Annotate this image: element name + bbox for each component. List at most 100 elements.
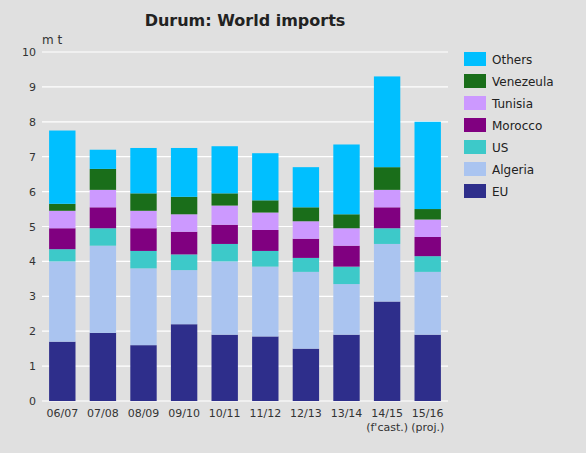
bar-segment [374, 76, 400, 167]
bar-segment [252, 200, 278, 212]
x-tick-label-line: 12/13 [290, 407, 322, 420]
bar-segment [374, 167, 400, 190]
x-tick-label-line: 06/07 [46, 407, 78, 420]
x-tick-label-line: 10/11 [209, 407, 241, 420]
x-tick-label-line: (f'cast.) [366, 421, 408, 434]
bar-segment [130, 211, 156, 228]
x-tick-label-line: 13/14 [331, 407, 363, 420]
bar-segment [374, 190, 400, 207]
bar-segment [333, 228, 359, 245]
bar-segment [212, 244, 238, 261]
legend-label: Others [492, 53, 532, 67]
legend-swatch [464, 74, 486, 88]
legend-label: US [492, 141, 508, 155]
x-tick-label-line: (proj.) [411, 421, 444, 434]
bar-segment [171, 254, 197, 270]
bar-segment [49, 342, 75, 401]
bar-segment [212, 193, 238, 205]
x-tick-label-line: 14/15 [371, 407, 403, 420]
legend-label: Venezeula [492, 75, 554, 89]
bar-segment [333, 144, 359, 214]
bar-segment [333, 335, 359, 401]
bar-segment [415, 220, 441, 237]
x-tick-label-line: 08/09 [128, 407, 160, 420]
bar-segment [171, 148, 197, 197]
y-tick-label: 8 [29, 116, 36, 129]
legend-label: Tunisia [491, 97, 533, 111]
x-tick-label-line: 15/16 [412, 407, 444, 420]
legend-label: Morocco [492, 119, 542, 133]
bar-segment [333, 267, 359, 284]
bar-segment [90, 246, 116, 333]
legend-swatch [464, 140, 486, 154]
bar-segment [90, 150, 116, 169]
bar-segment [293, 221, 319, 238]
bar-segment [212, 335, 238, 401]
legend-label: EU [492, 185, 508, 199]
bar-segment [374, 244, 400, 302]
y-tick-label: 1 [29, 360, 36, 373]
bar-segment [90, 333, 116, 401]
x-tick-label-line: 09/10 [168, 407, 200, 420]
y-tick-label: 6 [29, 186, 36, 199]
bar-segment [374, 302, 400, 401]
legend-swatch [464, 118, 486, 132]
grid [42, 52, 448, 401]
y-tick-label: 9 [29, 81, 36, 94]
bar-segment [90, 207, 116, 228]
x-tick-label: 07/08 [87, 407, 119, 420]
y-tick-label: 2 [29, 325, 36, 338]
x-tick-label: 06/07 [46, 407, 78, 420]
bar-segment [293, 207, 319, 221]
bar-segment [415, 335, 441, 401]
bar-segment [333, 214, 359, 228]
bar-segment [49, 249, 75, 261]
bar-segment [415, 256, 441, 272]
bar-segment [49, 228, 75, 249]
legend-swatch [464, 184, 486, 198]
bar-segment [171, 324, 197, 401]
x-tick-label: 10/11 [209, 407, 241, 420]
bar-segment [374, 207, 400, 228]
legend: Others Venezeula Tunisia Morocco US Algeria EU [464, 52, 554, 199]
bar-segment [49, 261, 75, 341]
y-tick-label: 10 [22, 46, 36, 59]
bar-segment [130, 268, 156, 345]
y-tick-label: 3 [29, 290, 36, 303]
bar-segment [49, 131, 75, 204]
y-axis-label: m t [42, 33, 63, 47]
title: Durum: World imports [145, 11, 346, 30]
bar-segment [212, 261, 238, 334]
bar-segment [130, 193, 156, 210]
bar-segment [415, 122, 441, 209]
bar-segment [293, 167, 319, 207]
x-tick-label: 08/09 [128, 407, 160, 420]
bar-segment [252, 230, 278, 251]
bar-segment [90, 169, 116, 190]
bars [49, 76, 441, 401]
bar-segment [212, 206, 238, 225]
background [0, 0, 586, 453]
bar-segment [252, 267, 278, 337]
bar-segment [415, 272, 441, 335]
bar-segment [171, 232, 197, 255]
x-tick-label-line: 07/08 [87, 407, 119, 420]
bar-segment [293, 272, 319, 349]
y-tick-label: 5 [29, 221, 36, 234]
bar-segment [171, 270, 197, 324]
legend-swatch [464, 162, 486, 176]
bar-segment [252, 251, 278, 267]
x-tick-label: 12/13 [290, 407, 322, 420]
bar-segment [293, 239, 319, 258]
legend-label: Algeria [492, 163, 534, 177]
bar-segment [130, 345, 156, 401]
bar-segment [415, 209, 441, 219]
bar-segment [252, 336, 278, 401]
bar-segment [374, 228, 400, 244]
bar-segment [90, 190, 116, 207]
bar-segment [130, 228, 156, 251]
x-tick-label: 15/16(proj.) [411, 407, 444, 434]
bar-segment [130, 251, 156, 268]
grid-line [42, 51, 448, 52]
bar-segment [130, 148, 156, 193]
